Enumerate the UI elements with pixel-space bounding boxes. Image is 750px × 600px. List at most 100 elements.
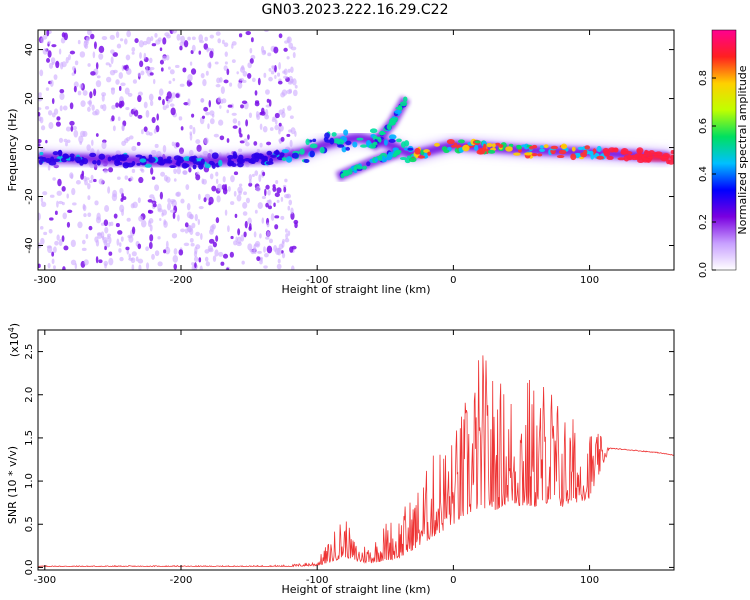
noise-speck [149,57,153,64]
noise-speck [170,107,176,116]
band-blob [243,157,251,162]
noise-speck [136,141,141,146]
noise-speck [105,242,111,248]
noise-speck [208,201,212,206]
noise-speck [226,109,230,114]
noise-speck [143,101,148,109]
noise-speck [129,176,134,181]
noise-speck [189,133,193,141]
band-blob [89,152,97,158]
noise-speck [82,90,88,96]
noise-speck [53,265,56,270]
band-blob [537,153,543,157]
noise-speck [177,214,180,222]
noise-speck [234,213,238,218]
noise-speck [237,120,241,126]
noise-speck [256,256,261,262]
band-blob [596,145,602,152]
noise-speck [70,239,76,248]
noise-speck [271,118,276,122]
noise-speck [278,128,281,135]
noise-speck [248,112,253,119]
noise-speck [112,189,118,198]
noise-speck [115,31,120,39]
noise-speck [249,248,253,253]
band-blob [122,162,131,167]
noise-speck [141,129,144,135]
noise-speck [119,187,124,195]
noise-speck [242,201,248,209]
noise-speck [87,195,91,201]
snr-y-tick-label: 0.5 [24,516,35,532]
band-blob [636,147,644,154]
noise-speck [266,98,270,103]
band-blob [270,154,277,158]
noise-speck [187,73,193,82]
noise-speck [247,134,250,140]
noise-speck [47,110,53,116]
noise-speck [215,84,221,88]
band-blob [331,132,337,137]
noise-speck [137,94,142,103]
noise-speck [248,182,253,187]
noise-speck [55,121,61,127]
noise-speck [262,126,268,133]
band-blob [524,152,532,156]
noise-speck [116,176,121,180]
noise-speck [198,34,204,42]
spectrogram-x-tick-label: -200 [170,275,193,286]
noise-speck [137,72,142,77]
noise-speck [266,245,273,254]
noise-speck [241,260,245,265]
noise-speck [178,147,185,155]
noise-speck [50,57,56,64]
noise-speck [116,43,122,49]
noise-speck [105,62,110,66]
noise-speck [208,149,213,153]
noise-speck [202,78,207,87]
noise-speck [180,198,185,204]
noise-speck [250,37,254,43]
noise-speck [88,179,93,184]
noise-speck [51,44,57,48]
band-blob [291,152,299,159]
noise-speck [143,126,148,132]
noise-speck [262,171,266,177]
noise-speck [173,263,178,270]
noise-speck [233,171,239,176]
noise-speck [290,212,295,220]
noise-speck [251,77,256,83]
noise-speck [115,223,120,228]
noise-speck [52,177,56,181]
spectrogram-y-tick-label: -20 [24,188,35,204]
noise-speck [168,66,171,70]
noise-speck [145,246,150,252]
noise-speck [245,197,251,204]
noise-speck [187,36,191,41]
noise-speck [126,30,132,38]
branch-blob [372,141,378,146]
band-blob [396,138,402,143]
noise-speck [254,101,260,107]
noise-speck [154,143,159,149]
noise-speck [159,217,162,222]
noise-speck [140,70,145,76]
noise-speck [171,92,176,99]
noise-speck [54,210,58,216]
noise-speck [207,245,213,252]
noise-speck [145,66,148,74]
noise-speck [118,72,123,79]
noise-speck [47,164,51,171]
noise-speck [119,38,124,42]
band-blob [518,148,522,153]
noise-speck [120,197,124,202]
branch-blob [392,153,397,158]
noise-speck [156,113,159,121]
noise-speck [267,205,272,210]
noise-speck [212,255,217,262]
band-blob [366,139,372,146]
band-blob [324,132,330,139]
noise-speck [51,97,55,105]
noise-speck [224,61,228,65]
